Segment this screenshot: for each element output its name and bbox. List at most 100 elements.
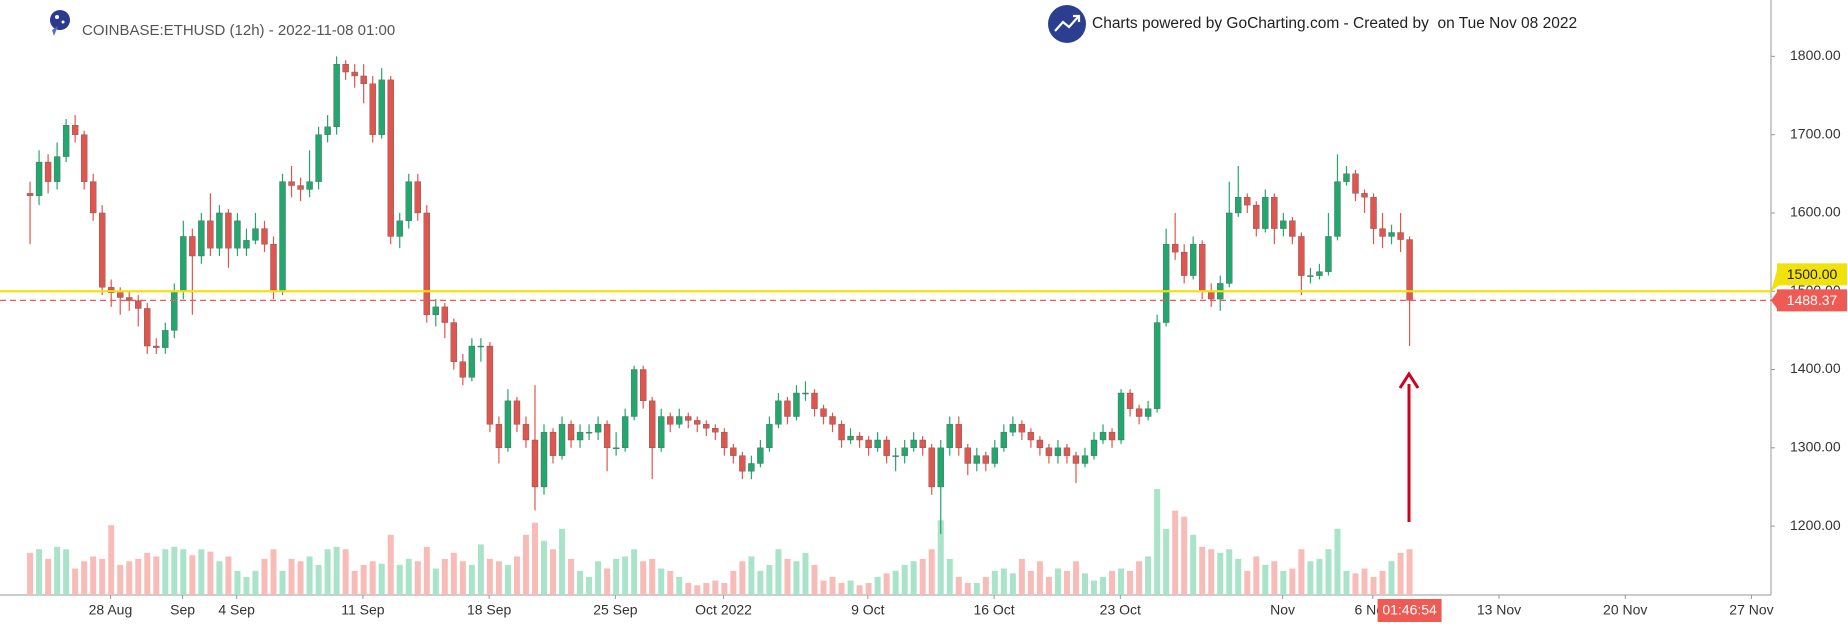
volume-bar — [153, 556, 160, 595]
candle-body — [89, 181, 97, 214]
volume-bar — [270, 549, 277, 595]
candle-body — [730, 447, 737, 456]
volume-bar — [1100, 576, 1107, 595]
volume-bar — [910, 561, 917, 595]
candle-body — [198, 220, 205, 257]
candle-body — [117, 292, 124, 298]
volume-bar — [631, 549, 638, 595]
volume-bar — [1009, 573, 1016, 595]
volume-bar — [540, 540, 547, 595]
volume-bar — [649, 558, 656, 595]
price-tag-label: 1500.00 — [1787, 266, 1838, 282]
candle-body — [1153, 322, 1161, 409]
volume-bar — [162, 549, 169, 595]
volume-bar — [1226, 549, 1233, 595]
volume-bar — [450, 552, 457, 595]
candle-body — [1388, 232, 1395, 237]
candle-body — [1271, 197, 1278, 229]
x-tick-label: Nov — [1270, 602, 1295, 618]
volume-bar — [901, 564, 908, 595]
volume-bar — [1253, 556, 1260, 595]
candle-body — [946, 424, 953, 449]
volume-bar — [1172, 510, 1179, 595]
candle-body — [775, 400, 782, 425]
volume-bar — [1379, 570, 1386, 595]
volume-bar — [234, 570, 241, 595]
candle-body — [1307, 275, 1314, 277]
candle-body — [883, 439, 890, 456]
volume-bar — [54, 546, 61, 595]
candle-body — [234, 220, 241, 249]
volume-bar — [405, 558, 412, 595]
volume-bar — [676, 576, 683, 595]
price-tag-label: 1488.37 — [1787, 292, 1838, 308]
candle-body — [1000, 431, 1008, 449]
candle-body — [98, 212, 106, 288]
candle-body — [207, 220, 214, 249]
candle-body — [585, 431, 593, 434]
y-tick-label: 1700.00 — [1790, 125, 1841, 141]
volume-bar — [838, 582, 845, 595]
x-tick-label: 23 Oct — [1100, 602, 1141, 618]
candle-body — [180, 236, 187, 292]
candle-body — [477, 345, 485, 348]
volume-bar — [757, 570, 764, 595]
volume-bar — [45, 558, 52, 595]
candle-body — [126, 297, 133, 301]
y-tick-label: 1400.00 — [1790, 360, 1841, 376]
volume-bar — [1397, 552, 1404, 595]
candle-body — [1262, 197, 1269, 229]
volume-bar — [1081, 573, 1088, 595]
candle-body — [847, 435, 854, 441]
candle-body — [468, 345, 476, 378]
volume-bar — [36, 549, 43, 595]
candle-body — [1280, 220, 1287, 229]
candle-body — [71, 125, 79, 135]
candle-body — [612, 447, 620, 450]
candle-body — [1334, 181, 1341, 237]
volume-bar — [513, 556, 520, 595]
candle-body — [324, 126, 331, 135]
volume-bar — [1027, 570, 1034, 595]
volume-bar — [99, 558, 106, 595]
candle-body — [901, 447, 908, 456]
volume-bar — [820, 580, 827, 595]
volume-bar — [333, 546, 340, 595]
candle-body — [892, 455, 899, 457]
volume-bar — [1208, 549, 1215, 595]
candle-body — [1316, 271, 1323, 276]
candle-body — [829, 416, 836, 425]
candle-body — [937, 447, 944, 488]
candle-body — [495, 424, 503, 449]
volume-bar — [721, 582, 728, 595]
candle-body — [441, 306, 449, 323]
volume-bar — [586, 576, 593, 595]
candle-body — [838, 424, 845, 441]
x-tick-label: Sep — [170, 602, 195, 618]
candle-body — [459, 361, 467, 378]
candle-body — [53, 156, 61, 182]
volume-bar — [991, 570, 998, 595]
candle-body — [955, 424, 962, 449]
credit-icon — [1048, 5, 1086, 43]
volume-bar — [1127, 570, 1134, 595]
candle-body — [144, 308, 151, 347]
candle-body — [513, 400, 521, 425]
volume-bar — [748, 556, 755, 595]
candle-body — [865, 439, 872, 449]
volume-bar — [378, 563, 385, 595]
candle-body — [1081, 455, 1089, 464]
candle-body — [360, 75, 367, 84]
volume-bar — [486, 558, 493, 595]
volume-bar — [279, 570, 286, 595]
candle-body — [648, 400, 656, 449]
candle-body — [1325, 236, 1332, 272]
candle-body — [1108, 431, 1116, 441]
candle-body — [225, 212, 232, 249]
candle-body — [1244, 197, 1251, 206]
candle-body — [1189, 244, 1197, 276]
volume-bar — [730, 570, 737, 595]
y-tick-label: 1200.00 — [1790, 517, 1841, 533]
